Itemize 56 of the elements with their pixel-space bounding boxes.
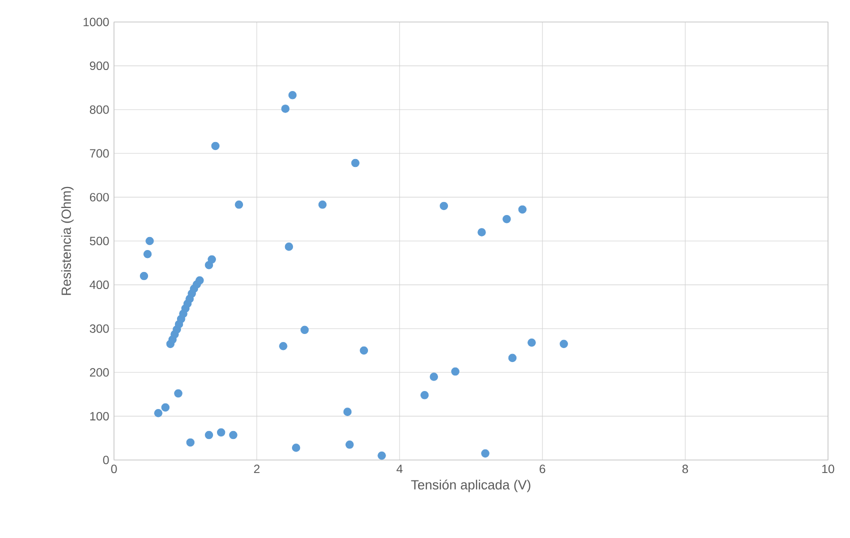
point — [204, 430, 214, 440]
point — [440, 202, 448, 210]
point — [211, 142, 220, 150]
point — [154, 409, 162, 418]
point — [284, 242, 294, 251]
point — [378, 451, 386, 460]
point — [360, 346, 368, 355]
y-tick-label: 100 — [90, 412, 109, 420]
point — [186, 438, 195, 447]
point — [560, 340, 568, 348]
y-tick-label: 400 — [90, 280, 109, 290]
y-tick-label: 300 — [90, 324, 109, 333]
x-tick-label: 10 — [822, 464, 834, 474]
point — [216, 428, 226, 437]
point — [140, 272, 148, 280]
y-tick-label: 800 — [90, 105, 109, 114]
point — [518, 205, 527, 214]
y-tick-label: 700 — [90, 149, 109, 158]
point — [143, 250, 152, 258]
point — [451, 367, 460, 376]
point — [318, 200, 327, 209]
x-tick-label: 4 — [396, 464, 403, 473]
y-tick-label: 0 — [103, 456, 109, 464]
y-tick-label: 600 — [90, 192, 109, 202]
point — [351, 158, 360, 168]
point — [288, 91, 297, 100]
point — [292, 444, 300, 452]
point — [234, 200, 244, 209]
y-axis-title: Resistencia (Ohm) — [61, 186, 74, 295]
point — [345, 440, 354, 449]
y-tick-label: 1000 — [84, 18, 109, 26]
point — [196, 276, 204, 285]
point — [420, 391, 429, 400]
x-tick-label: 0 — [111, 464, 117, 474]
point — [174, 389, 182, 398]
point — [161, 403, 170, 412]
x-tick-label: 6 — [540, 464, 546, 474]
x-tick-label: 8 — [682, 464, 688, 474]
y-tick-label: 500 — [90, 236, 109, 246]
point — [508, 354, 517, 362]
point — [528, 338, 536, 347]
x-axis-title: Tensión aplicada (V) — [411, 480, 530, 492]
point — [279, 342, 288, 350]
y-tick-label: 900 — [90, 62, 109, 70]
point — [281, 104, 290, 113]
point — [430, 372, 438, 381]
point — [208, 255, 216, 264]
point — [146, 236, 154, 246]
point — [478, 228, 486, 236]
point — [502, 214, 511, 224]
point — [481, 449, 490, 458]
x-tick-label: 2 — [254, 464, 260, 474]
point — [300, 326, 309, 334]
point — [229, 430, 238, 440]
point — [343, 408, 352, 416]
y-tick-label: 200 — [90, 368, 109, 377]
